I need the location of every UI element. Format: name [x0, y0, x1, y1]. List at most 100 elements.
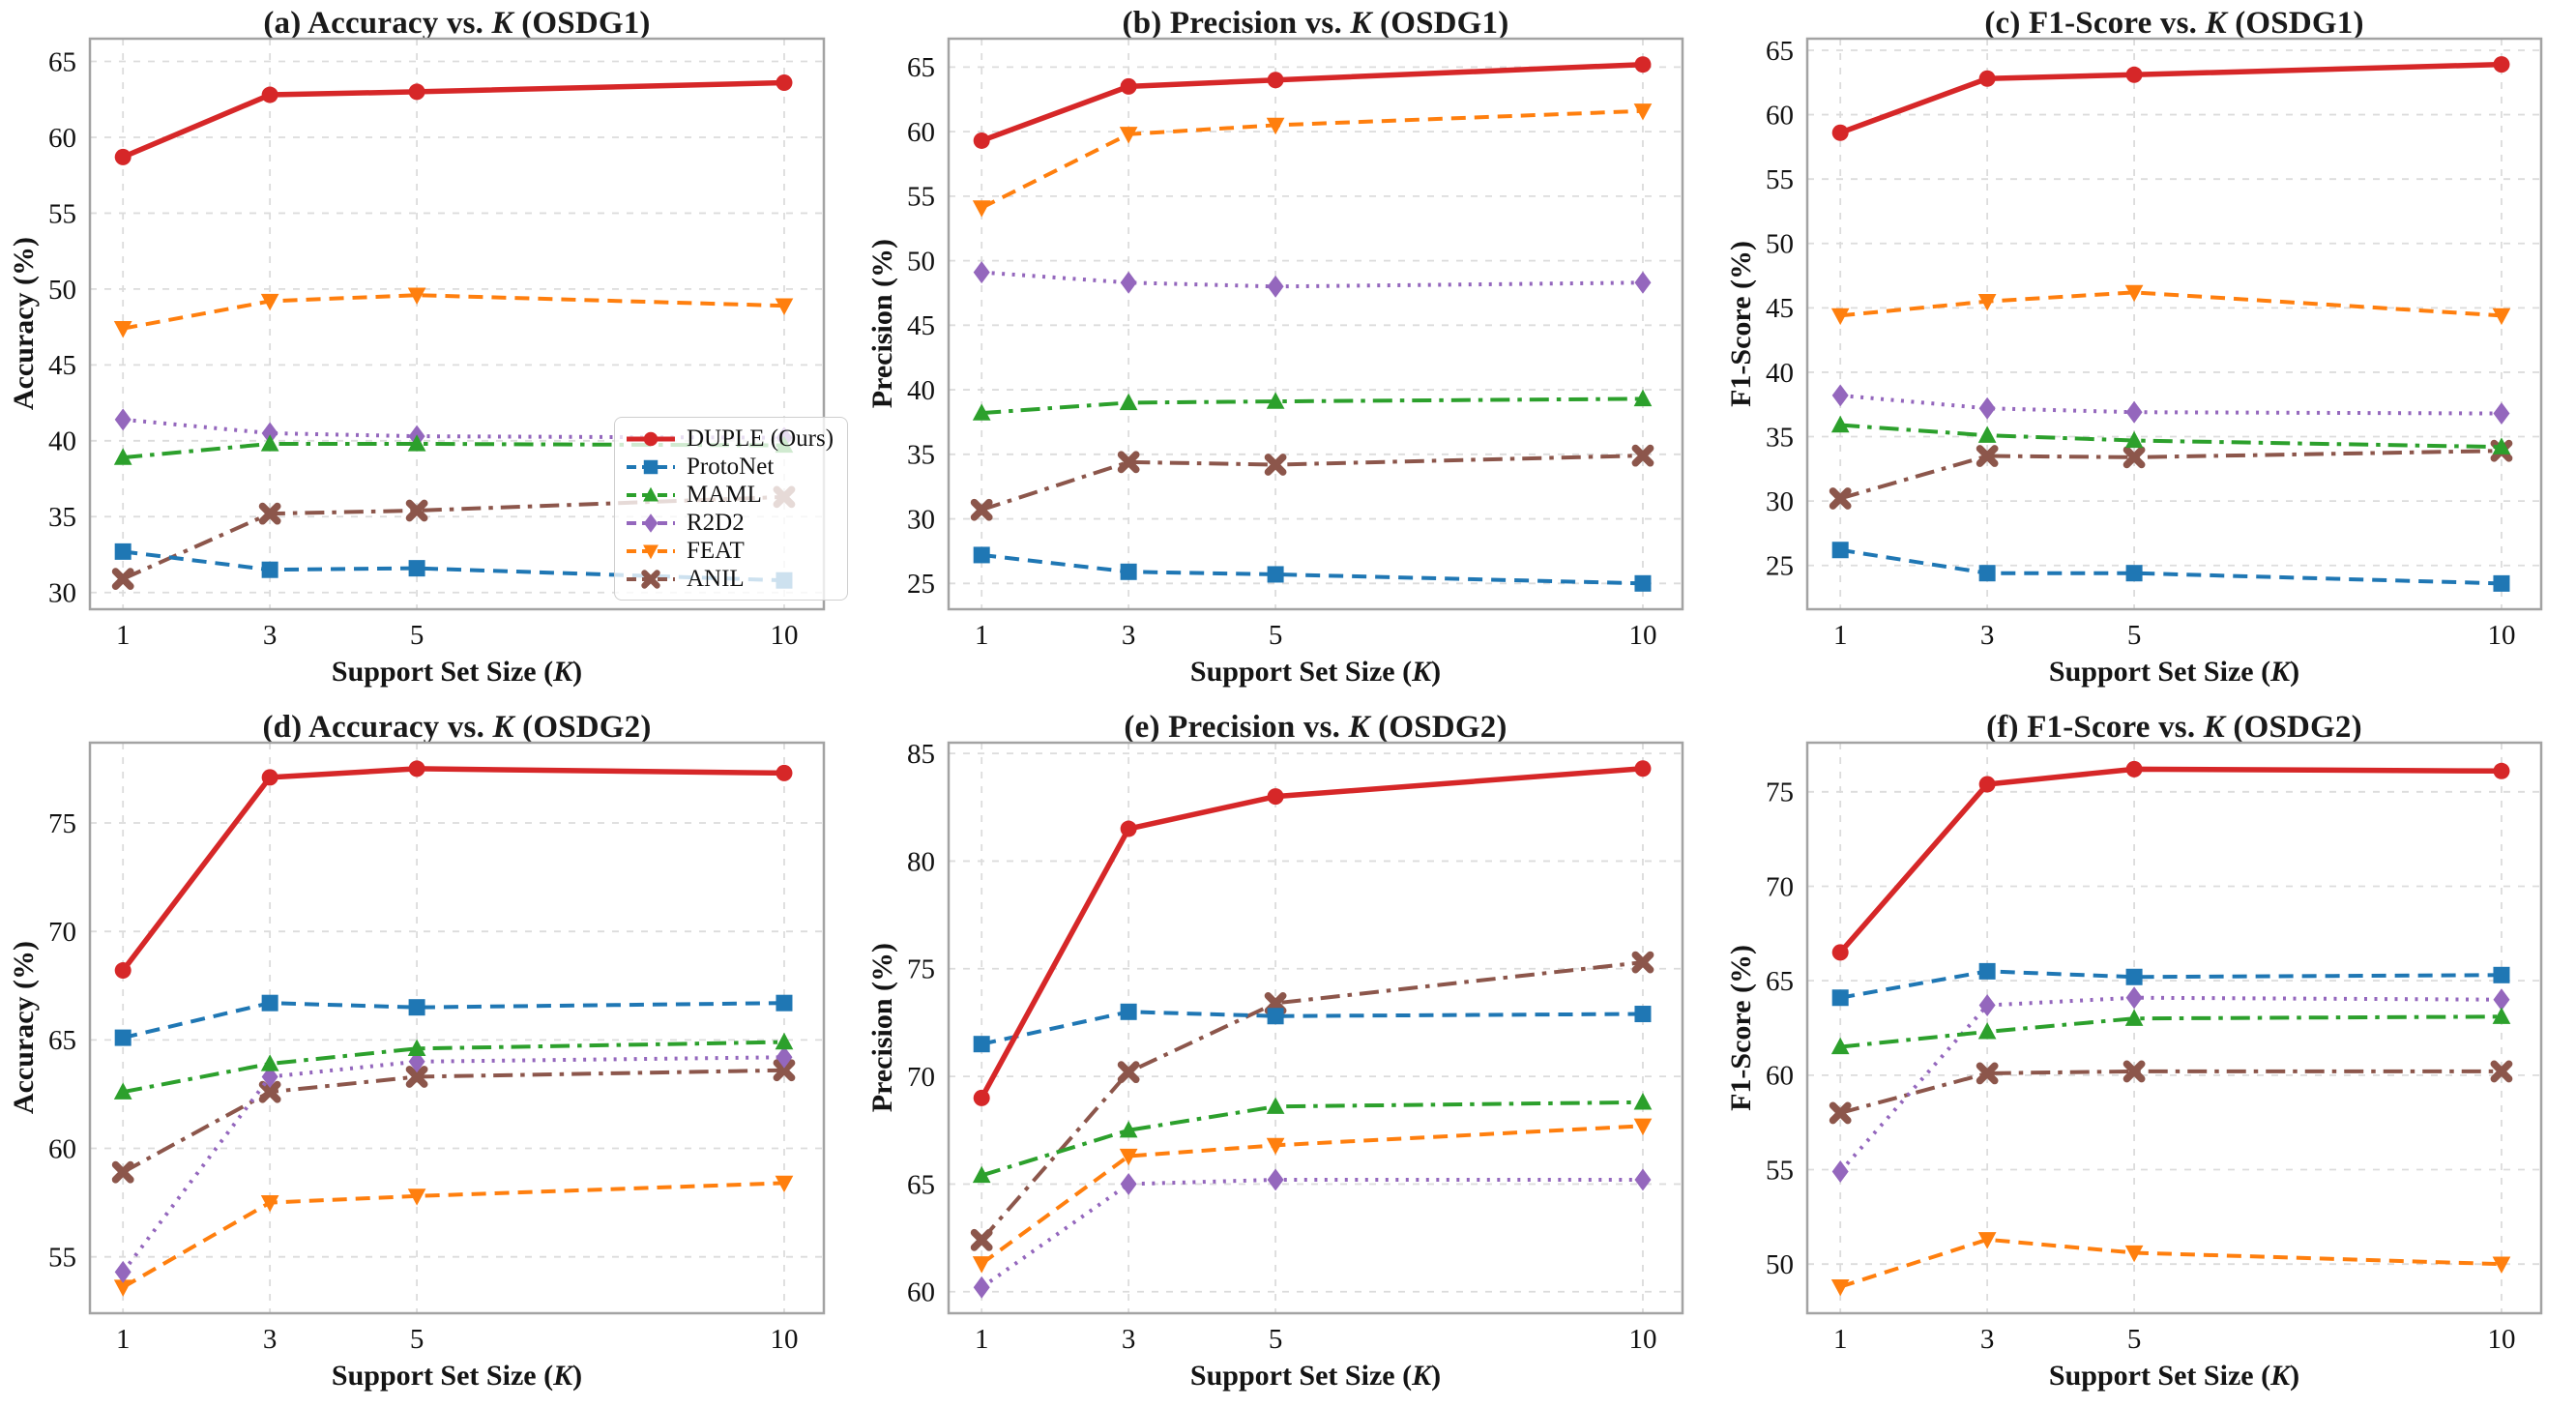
- x-axis-label: Support Set Size (K): [90, 656, 824, 689]
- svg-text:10: 10: [1628, 620, 1656, 651]
- svg-text:45: 45: [1766, 293, 1794, 324]
- legend: DUPLE (Ours) ProtoNet MAML R2D2 FEAT ANI…: [614, 417, 849, 601]
- svg-text:40: 40: [1766, 358, 1794, 389]
- chart-precision-osdg2: (e) Precision vs. K (OSDG2) Precision (%…: [859, 704, 1717, 1408]
- svg-text:30: 30: [907, 504, 935, 535]
- svg-text:40: 40: [907, 375, 935, 406]
- legend-item: DUPLE (Ours): [625, 425, 834, 453]
- title-k: K: [491, 6, 513, 41]
- svg-text:55: 55: [1766, 1155, 1794, 1186]
- plot-area: 60 65 70 75 80 85 1 3 5 10: [907, 739, 1684, 1355]
- legend-label: FEAT: [687, 538, 745, 564]
- svg-text:50: 50: [1766, 229, 1794, 260]
- svg-text:35: 35: [48, 502, 76, 533]
- x-axis-label-text: ): [1431, 1360, 1442, 1392]
- svg-text:55: 55: [907, 182, 935, 213]
- svg-text:30: 30: [1766, 486, 1794, 517]
- title-text: (a) Accuracy vs.: [263, 6, 492, 41]
- x-axis-label: Support Set Size (K): [949, 656, 1683, 689]
- svg-text:55: 55: [1766, 164, 1794, 195]
- title-text: (OSDG1): [2226, 6, 2364, 41]
- legend-label: R2D2: [687, 510, 745, 536]
- x-axis-label-text: ): [572, 656, 583, 688]
- svg-text:60: 60: [1766, 1061, 1794, 1092]
- x-axis-label-text: Support Set Size (: [331, 656, 554, 688]
- svg-text:3: 3: [1122, 620, 1136, 651]
- svg-text:50: 50: [1766, 1249, 1794, 1280]
- svg-text:60: 60: [907, 117, 935, 148]
- plot-area: 50 55 60 65 70 75 1 3 5 10: [1766, 741, 2543, 1355]
- svg-text:25: 25: [1766, 551, 1794, 582]
- svg-text:65: 65: [907, 1169, 935, 1200]
- svg-text:5: 5: [1269, 620, 1283, 651]
- svg-text:3: 3: [263, 620, 278, 651]
- svg-text:55: 55: [48, 198, 76, 229]
- chart-title: (b) Precision vs. K (OSDG1): [949, 6, 1683, 42]
- svg-text:55: 55: [48, 1243, 76, 1274]
- x-axis-label: Support Set Size (K): [90, 1360, 824, 1393]
- legend-label: MAML: [687, 482, 762, 508]
- svg-text:3: 3: [1122, 1324, 1136, 1355]
- chart-title: (c) F1-Score vs. K (OSDG1): [1807, 6, 2541, 42]
- x-axis-label-text: Support Set Size (: [2048, 656, 2271, 688]
- title-k: K: [492, 710, 514, 745]
- legend-line-protonet-icon: [625, 454, 677, 481]
- x-axis-label-k: K: [553, 1360, 573, 1392]
- svg-text:65: 65: [48, 1025, 76, 1056]
- x-axis-label-k: K: [2270, 656, 2291, 688]
- svg-text:60: 60: [1766, 100, 1794, 131]
- x-axis-label-text: ): [1431, 656, 1442, 688]
- plot-area: 55 60 65 70 75 1 3 5 10: [48, 741, 826, 1355]
- x-axis-label-text: ): [2290, 656, 2300, 688]
- title-text: (OSDG2): [2224, 710, 2362, 745]
- svg-text:45: 45: [907, 310, 935, 341]
- chart-f1-osdg2: (f) F1-Score vs. K (OSDG2) F1-Score (%) …: [1717, 704, 2576, 1408]
- chart-title: (d) Accuracy vs. K (OSDG2): [90, 710, 824, 746]
- svg-text:1: 1: [116, 620, 131, 651]
- title-text: (d) Accuracy vs.: [262, 710, 493, 745]
- svg-text:60: 60: [907, 1277, 935, 1308]
- x-axis-label: Support Set Size (K): [1807, 656, 2541, 689]
- x-axis-label-text: Support Set Size (: [1189, 1360, 1413, 1392]
- legend-line-r2d2-icon: [625, 510, 677, 537]
- title-text: (b) Precision vs.: [1122, 6, 1351, 41]
- svg-text:40: 40: [48, 426, 76, 457]
- svg-text:1: 1: [975, 1324, 989, 1355]
- title-text: (OSDG1): [512, 6, 651, 41]
- x-axis-label-text: ): [2290, 1360, 2300, 1392]
- svg-text:75: 75: [907, 954, 935, 985]
- svg-text:65: 65: [1766, 966, 1794, 997]
- svg-text:35: 35: [907, 440, 935, 471]
- x-axis-label-k: K: [553, 656, 573, 688]
- title-k: K: [1350, 6, 1372, 41]
- svg-text:5: 5: [2127, 620, 2142, 651]
- svg-text:60: 60: [48, 123, 76, 154]
- legend-item: MAML: [625, 481, 834, 509]
- svg-text:1: 1: [1833, 620, 1848, 651]
- svg-text:65: 65: [907, 52, 935, 83]
- svg-text:1: 1: [975, 620, 989, 651]
- x-axis-label-k: K: [1412, 656, 1432, 688]
- svg-text:1: 1: [116, 1324, 131, 1355]
- svg-text:70: 70: [1766, 871, 1794, 902]
- chart-title: (a) Accuracy vs. K (OSDG1): [90, 6, 824, 42]
- svg-text:85: 85: [907, 739, 935, 770]
- legend-line-maml-icon: [625, 482, 677, 509]
- x-axis-label-text: Support Set Size (: [331, 1360, 554, 1392]
- title-text: (c) F1-Score vs.: [1984, 6, 2206, 41]
- legend-line-feat-icon: [625, 538, 677, 565]
- x-axis-label: Support Set Size (K): [1807, 1360, 2541, 1393]
- title-k: K: [1348, 710, 1370, 745]
- chart-title: (f) F1-Score vs. K (OSDG2): [1807, 710, 2541, 746]
- svg-text:5: 5: [410, 1324, 424, 1355]
- x-axis-label-k: K: [2270, 1360, 2291, 1392]
- title-text: (e) Precision vs.: [1124, 710, 1349, 745]
- legend-line-duple-icon: [625, 425, 677, 453]
- svg-text:10: 10: [2487, 620, 2515, 651]
- svg-text:5: 5: [410, 620, 424, 651]
- legend-line-anil-icon: [625, 566, 677, 593]
- svg-text:35: 35: [1766, 422, 1794, 453]
